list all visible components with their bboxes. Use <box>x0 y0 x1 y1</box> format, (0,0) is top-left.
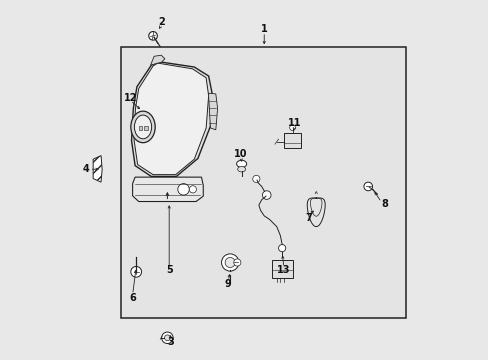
Text: 13: 13 <box>277 265 290 275</box>
Text: 4: 4 <box>82 164 89 174</box>
Ellipse shape <box>131 111 155 143</box>
Circle shape <box>131 266 142 277</box>
Circle shape <box>289 125 295 131</box>
Text: 12: 12 <box>123 93 137 103</box>
FancyBboxPatch shape <box>284 134 301 148</box>
Text: 11: 11 <box>287 118 301 128</box>
Text: 3: 3 <box>167 337 174 347</box>
Circle shape <box>164 335 170 341</box>
Circle shape <box>162 332 173 343</box>
Circle shape <box>278 244 285 252</box>
Circle shape <box>363 182 372 191</box>
Polygon shape <box>208 93 217 130</box>
Text: 10: 10 <box>234 149 247 159</box>
Text: 1: 1 <box>260 24 267 35</box>
FancyBboxPatch shape <box>271 260 292 278</box>
FancyBboxPatch shape <box>139 126 142 130</box>
Circle shape <box>252 175 260 183</box>
Text: 6: 6 <box>129 293 136 303</box>
Circle shape <box>178 184 189 195</box>
Text: 9: 9 <box>224 279 231 289</box>
Polygon shape <box>131 62 212 176</box>
Ellipse shape <box>236 160 246 167</box>
Polygon shape <box>93 156 102 182</box>
Polygon shape <box>150 55 164 65</box>
Text: 7: 7 <box>305 213 312 222</box>
Circle shape <box>262 191 270 199</box>
Polygon shape <box>134 63 208 175</box>
Bar <box>121 47 405 318</box>
Text: 8: 8 <box>380 199 387 210</box>
Circle shape <box>189 186 196 193</box>
FancyBboxPatch shape <box>144 126 147 130</box>
Text: 5: 5 <box>165 265 172 275</box>
Polygon shape <box>132 177 203 202</box>
Ellipse shape <box>134 115 151 139</box>
Circle shape <box>224 257 235 267</box>
Circle shape <box>148 32 157 40</box>
Circle shape <box>233 259 241 266</box>
Circle shape <box>221 254 238 271</box>
Text: 2: 2 <box>158 17 165 27</box>
Ellipse shape <box>237 167 245 172</box>
